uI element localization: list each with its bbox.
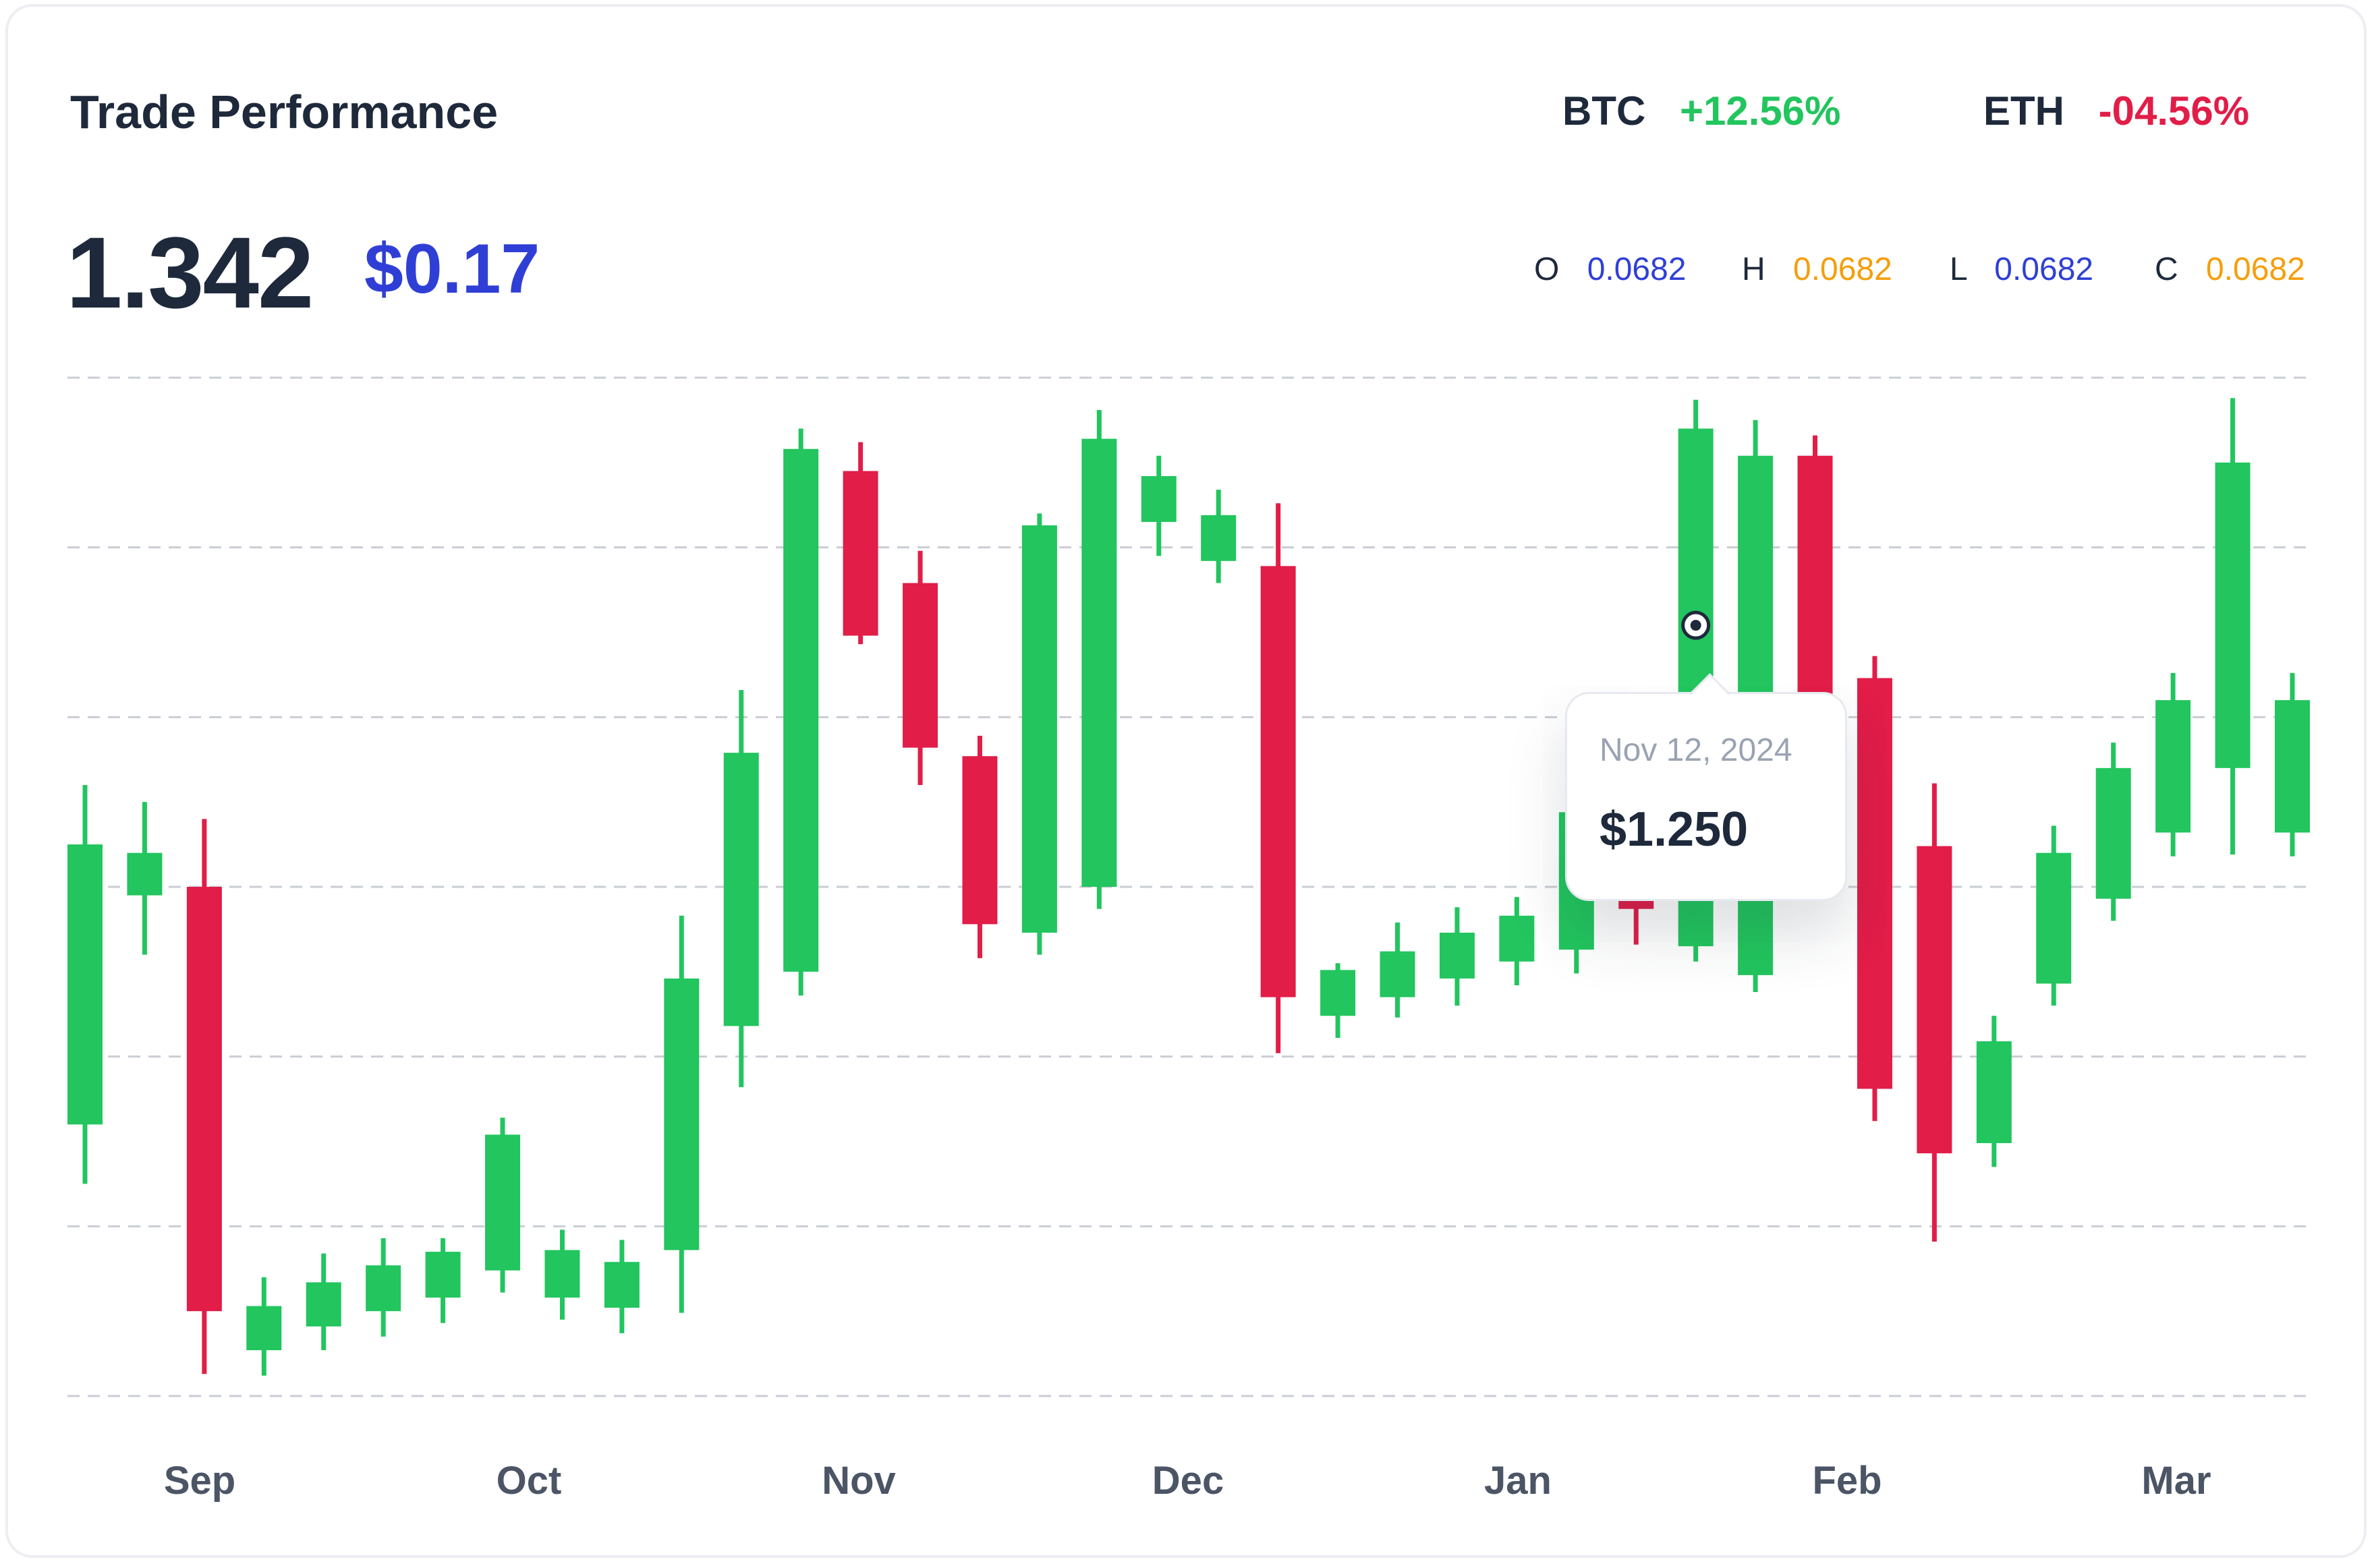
candle-body (306, 1282, 341, 1327)
tooltip-price: $1.250 (1600, 803, 1749, 856)
candle-body (366, 1265, 401, 1312)
candle-body (1380, 951, 1415, 997)
candle-body (1499, 915, 1535, 962)
main-value: 1.342 (66, 216, 314, 329)
candle-body (2275, 700, 2310, 833)
candle-body (903, 583, 938, 748)
candle-body (1141, 475, 1177, 522)
x-axis-label: Feb (1812, 1459, 1882, 1503)
sub-value: $0.17 (364, 230, 540, 308)
x-axis-label: Mar (2141, 1459, 2211, 1503)
x-axis-label: Jan (1484, 1459, 1552, 1503)
ohlc-low: L 0.0682 (1950, 251, 2093, 288)
candle-body (843, 471, 878, 636)
ticker-btc: BTC +12.56% (1562, 88, 1841, 134)
candle-body (2215, 462, 2251, 768)
ohlc-value: 0.0682 (1587, 252, 1687, 287)
candle-body (723, 753, 759, 1026)
candle-body (2095, 767, 2131, 899)
tooltip: Nov 12, 2024 $1.250 (1565, 673, 1847, 901)
ohlc-open: O 0.0682 (1534, 251, 1687, 288)
ohlc-value: 0.0682 (1793, 252, 1892, 287)
candle-body (67, 844, 103, 1125)
candle-body (1201, 515, 1237, 561)
candle-body (2036, 852, 2072, 984)
tooltip-date: Nov 12, 2024 (1600, 732, 1792, 768)
candle-body (783, 448, 819, 972)
chart-title: Trade Performance (70, 86, 499, 138)
candle-body (962, 756, 998, 925)
candle-body (604, 1262, 640, 1308)
candle-body (425, 1252, 461, 1298)
ohlc-high: H 0.0682 (1742, 251, 1892, 288)
candle-body (1021, 525, 1057, 933)
ohlc-key: H (1742, 252, 1765, 287)
candle-body (1081, 438, 1117, 887)
x-axis-label: Nov (822, 1459, 896, 1503)
ohlc-key: O (1534, 252, 1560, 287)
ticker-eth: ETH -04.56% (1983, 88, 2249, 134)
candle-body (246, 1306, 282, 1351)
ohlc-value: 0.0682 (2206, 252, 2305, 287)
x-axis-label: Dec (1152, 1459, 1224, 1503)
candle-body (1320, 970, 1356, 1016)
candle-body (1439, 932, 1475, 979)
hover-marker-dot (1690, 620, 1701, 631)
ticker-name: BTC (1562, 88, 1646, 134)
candle-body (127, 852, 163, 896)
candle-body (1917, 846, 1952, 1154)
ticker-name: ETH (1983, 88, 2064, 134)
candle-body (186, 887, 222, 1312)
ohlc-value: 0.0682 (1994, 252, 2094, 287)
ticker-change: +12.56% (1679, 88, 1841, 134)
x-axis-label: Oct (497, 1459, 562, 1503)
candle-body (1260, 566, 1296, 997)
ohlc-close: C 0.0682 (2155, 251, 2305, 288)
candle-body (1857, 678, 1892, 1089)
candle-body (1976, 1041, 2012, 1144)
candle-body (485, 1134, 521, 1271)
candle-body (664, 978, 700, 1250)
candle-body (2155, 700, 2191, 833)
x-axis-label: Sep (164, 1459, 235, 1503)
ohlc-key: C (2155, 252, 2178, 287)
candle-body (544, 1250, 580, 1298)
ticker-change: -04.56% (2098, 88, 2250, 134)
ohlc-key: L (1950, 252, 1967, 287)
